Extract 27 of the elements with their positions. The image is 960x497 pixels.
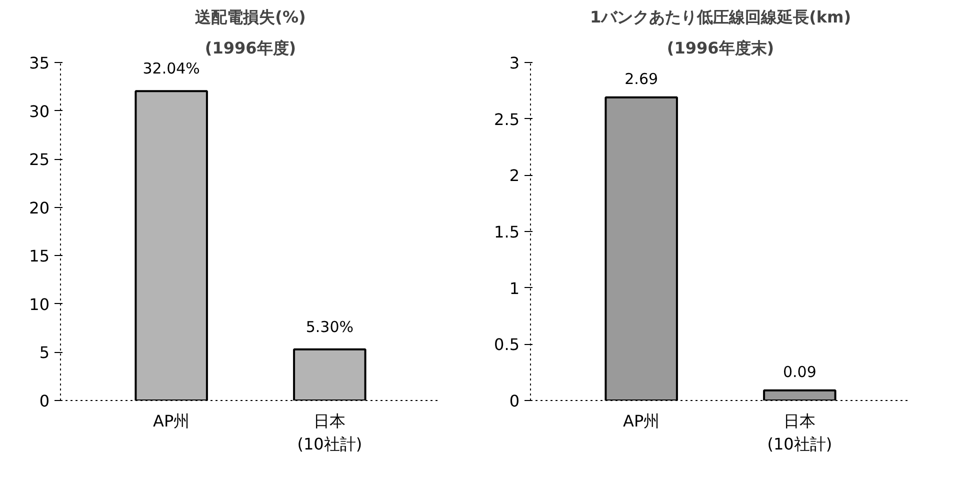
x-tick-label: 日本(10社計)	[767, 412, 832, 454]
y-tick-label: 1	[509, 278, 520, 298]
x-tick-label: AP州	[623, 412, 660, 430]
x-tick-label: AP州	[153, 412, 190, 430]
data-label: 0.09	[782, 362, 816, 381]
chart-title: 送配電損失(%)	[194, 8, 306, 26]
chart-title: 1バンクあたり低圧線回線延長(km)	[590, 8, 852, 26]
y-tick-label: 2.5	[494, 110, 520, 129]
y-tick-label: 30	[29, 102, 50, 121]
y-tick-label: 5	[39, 343, 50, 362]
y-tick-label: 2	[509, 166, 520, 186]
y-tick-label: 0	[39, 392, 50, 410]
y-tick-label: 0.5	[494, 335, 520, 354]
y-tick-label: 0	[509, 392, 520, 410]
chart-subtitle: (1996年度)	[204, 38, 296, 58]
y-tick-label: 10	[29, 294, 50, 314]
y-tick-label: 25	[29, 150, 50, 170]
data-label: 5.30%	[306, 318, 354, 336]
y-tick-label: 20	[29, 198, 50, 218]
chart-subtitle: (1996年度末)	[666, 38, 774, 58]
y-tick-label: 15	[29, 246, 50, 266]
y-tick-label: 35	[29, 54, 50, 72]
x-tick-label: 日本(10社計)	[297, 412, 362, 454]
y-tick-label: 3	[509, 54, 520, 72]
y-tick-label: 1.5	[494, 222, 520, 242]
data-label: 32.04%	[142, 60, 200, 78]
data-label: 2.69	[624, 70, 658, 88]
